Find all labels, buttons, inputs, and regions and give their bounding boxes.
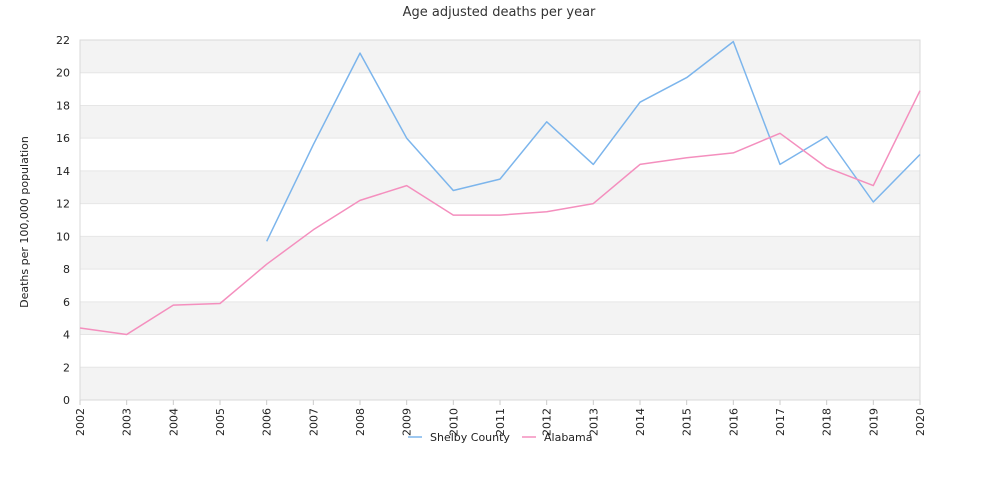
x-axis-ticks: 2002 2003 2004 2005 2006 2007 2008 2009 2010 2011… [74, 400, 927, 436]
data-point[interactable] [729, 38, 737, 46]
legend-item[interactable]: Alabama [522, 431, 593, 444]
y-tick-label: 16 [56, 132, 70, 145]
grid-bands [80, 39, 920, 401]
y-tick-label: 2 [63, 361, 70, 374]
data-point[interactable] [776, 129, 784, 137]
grid-band [80, 105, 920, 139]
grid-band [80, 72, 920, 106]
x-tick-label: 2012 [541, 408, 554, 436]
x-tick-label: 2004 [167, 408, 180, 436]
y-tick-label: 12 [56, 198, 70, 211]
data-point[interactable] [356, 196, 364, 204]
y-tick-label: 4 [63, 329, 70, 342]
data-point[interactable] [823, 164, 831, 172]
x-tick-label: 2005 [214, 408, 227, 436]
y-axis-label: Deaths per 100,000 population [18, 136, 31, 308]
chart-title: Age adjusted deaths per year [403, 5, 596, 20]
data-point[interactable] [776, 160, 784, 168]
grid-band [80, 269, 920, 302]
x-tick-label: 2002 [74, 408, 87, 436]
data-point[interactable] [123, 331, 131, 339]
y-tick-label: 22 [56, 34, 70, 47]
data-point[interactable] [636, 98, 644, 106]
grid-band [80, 40, 920, 73]
data-point[interactable] [589, 160, 597, 168]
data-point[interactable] [449, 187, 457, 195]
grid-band [80, 203, 920, 237]
grid-band [80, 301, 920, 335]
x-tick-label: 2020 [914, 408, 927, 436]
x-tick-label: 2015 [681, 408, 694, 436]
y-tick-label: 10 [56, 230, 70, 243]
data-point[interactable] [869, 198, 877, 206]
data-point[interactable] [916, 87, 924, 95]
x-tick-label: 2009 [401, 408, 414, 436]
data-point[interactable] [916, 151, 924, 159]
data-point[interactable] [636, 160, 644, 168]
y-tick-label: 14 [56, 165, 70, 178]
data-point[interactable] [589, 200, 597, 208]
series-lines [76, 38, 924, 339]
data-point[interactable] [356, 49, 364, 57]
grid-band [80, 138, 920, 171]
x-tick-label: 2018 [821, 408, 834, 436]
y-tick-label: 0 [63, 394, 70, 407]
legend-label: Alabama [544, 431, 593, 444]
data-point[interactable] [76, 324, 84, 332]
data-point[interactable] [169, 301, 177, 309]
data-point[interactable] [263, 237, 271, 245]
x-tick-label: 2008 [354, 408, 367, 436]
x-tick-label: 2014 [634, 408, 647, 436]
data-point[interactable] [683, 154, 691, 162]
data-point[interactable] [823, 133, 831, 141]
data-point[interactable] [449, 211, 457, 219]
series-shelby-county [263, 38, 924, 245]
grid-band [80, 170, 920, 204]
series-line [79, 90, 921, 336]
data-point[interactable] [869, 182, 877, 190]
data-point[interactable] [543, 208, 551, 216]
y-axis-ticks: 0 2 4 6 8 10 12 14 16 18 20 22 [56, 34, 70, 407]
grid-band [80, 367, 920, 400]
x-tick-label: 2006 [261, 408, 274, 436]
data-point[interactable] [403, 182, 411, 190]
y-tick-label: 8 [63, 263, 70, 276]
data-point[interactable] [403, 134, 411, 142]
x-tick-label: 2013 [587, 408, 600, 436]
x-tick-label: 2010 [447, 408, 460, 436]
data-point[interactable] [263, 260, 271, 268]
x-tick-label: 2019 [867, 408, 880, 436]
grid-band [80, 334, 920, 368]
x-tick-label: 2016 [727, 408, 740, 436]
y-tick-label: 18 [56, 99, 70, 112]
data-point[interactable] [309, 141, 317, 149]
data-point[interactable] [543, 118, 551, 126]
data-point[interactable] [683, 74, 691, 82]
x-tick-label: 2007 [307, 408, 320, 436]
data-point[interactable] [216, 299, 224, 307]
y-tick-label: 6 [63, 296, 70, 309]
x-tick-label: 2011 [494, 408, 507, 436]
grid-band [80, 236, 920, 270]
y-tick-label: 20 [56, 67, 70, 80]
data-point[interactable] [309, 226, 317, 234]
data-point[interactable] [496, 175, 504, 183]
data-point[interactable] [496, 211, 504, 219]
legend-label: Shelby County [430, 431, 510, 444]
legend[interactable]: Shelby County Alabama [408, 431, 593, 444]
series-alabama [76, 87, 924, 339]
x-tick-label: 2017 [774, 408, 787, 436]
data-point[interactable] [729, 149, 737, 157]
x-tick-label: 2003 [121, 408, 134, 436]
legend-item[interactable]: Shelby County [408, 431, 510, 444]
series-line [266, 40, 921, 242]
